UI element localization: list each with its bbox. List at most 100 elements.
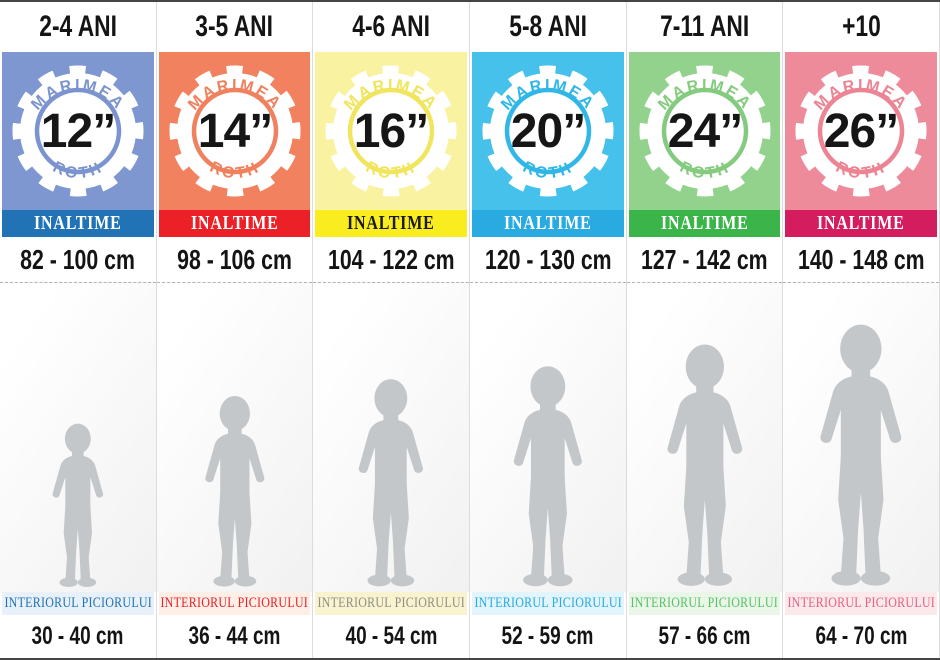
height-range-value: 104 - 122 cm bbox=[327, 243, 455, 275]
child-silhouette bbox=[359, 379, 424, 587]
wheel-size-value: 24” bbox=[667, 105, 741, 158]
age-range-header: 4-6 ANI bbox=[313, 2, 469, 52]
wheel-size-gear-icon: MARIMEA 20” ROTII bbox=[482, 65, 614, 197]
size-column-20-inch: 5-8 ANI MARIMEA 20” ROTII INALTIME 120 -… bbox=[470, 2, 627, 658]
wheel-size-block: MARIMEA 12” ROTII bbox=[2, 52, 154, 210]
height-label-bar: INALTIME bbox=[2, 210, 154, 237]
height-range-row: 127 - 142 cm bbox=[627, 237, 783, 282]
height-label-bar: INALTIME bbox=[315, 210, 468, 237]
height-range-value: 127 - 142 cm bbox=[641, 243, 768, 275]
wheel-size-block: MARIMEA 26” ROTII bbox=[785, 52, 938, 210]
height-range-row: 82 - 100 cm bbox=[0, 237, 156, 282]
inseam-range-value: 30 - 40 cm bbox=[31, 622, 124, 650]
height-label: INALTIME bbox=[817, 212, 906, 234]
wheel-size-gear-icon: MARIMEA 14” ROTII bbox=[169, 65, 300, 197]
wheel-size-block: MARIMEA 24” ROTII bbox=[628, 52, 781, 210]
child-silhouette bbox=[667, 344, 742, 586]
inseam-label: INTERIORUL PICIORULUI bbox=[787, 595, 935, 611]
inseam-range-value: 36 - 44 cm bbox=[188, 622, 281, 650]
inseam-label: INTERIORUL PICIORULUI bbox=[317, 595, 465, 611]
inseam-range-row: 57 - 66 cm bbox=[627, 615, 783, 658]
height-label: INALTIME bbox=[660, 212, 749, 234]
height-label-bar: INALTIME bbox=[785, 210, 938, 237]
child-silhouette bbox=[204, 395, 265, 587]
age-range-header: 5-8 ANI bbox=[470, 2, 626, 52]
age-range-header: 2-4 ANI bbox=[0, 2, 156, 52]
wheel-size-gear-icon: MARIMEA 16” ROTII bbox=[325, 65, 457, 197]
inseam-label-bar: INTERIORUL PICIORULUI bbox=[472, 592, 624, 615]
height-label: INALTIME bbox=[504, 212, 592, 234]
gear-bottom-label: ROTII bbox=[363, 159, 419, 183]
child-silhouette-area bbox=[156, 282, 313, 592]
inseam-label-bar: INTERIORUL PICIORULUI bbox=[628, 592, 781, 615]
age-range-label: 7-11 ANI bbox=[659, 10, 750, 43]
wheel-size-block: MARIMEA 14” ROTII bbox=[158, 52, 311, 210]
child-silhouette-area bbox=[470, 282, 626, 592]
age-range-header: +10 bbox=[783, 2, 939, 52]
height-range-row: 120 - 130 cm bbox=[470, 237, 626, 282]
height-range-row: 140 - 148 cm bbox=[783, 237, 939, 282]
inseam-label-bar: INTERIORUL PICIORULUI bbox=[315, 592, 468, 615]
age-range-label: 2-4 ANI bbox=[38, 10, 117, 43]
age-range-label: 3-5 ANI bbox=[195, 10, 274, 43]
size-column-14-inch: 3-5 ANI MARIMEA 14” ROTII INALTIME 98 - … bbox=[156, 2, 314, 658]
height-range-value: 120 - 130 cm bbox=[484, 243, 612, 275]
age-range-label: 4-6 ANI bbox=[352, 10, 431, 43]
gear-bottom-label: ROTII bbox=[520, 159, 576, 183]
inseam-range-row: 52 - 59 cm bbox=[470, 615, 626, 658]
age-range-label: +10 bbox=[841, 10, 881, 43]
wheel-size-value: 16” bbox=[354, 105, 428, 158]
wheel-size-gear-icon: MARIMEA 12” ROTII bbox=[12, 65, 144, 197]
inseam-label: INTERIORUL PICIORULUI bbox=[160, 595, 309, 611]
age-range-header: 7-11 ANI bbox=[627, 2, 783, 52]
height-range-value: 82 - 100 cm bbox=[20, 243, 136, 275]
age-range-label: 5-8 ANI bbox=[508, 10, 587, 43]
height-label: INALTIME bbox=[190, 212, 279, 234]
child-silhouette-area bbox=[313, 282, 470, 592]
inseam-label: INTERIORUL PICIORULUI bbox=[4, 595, 152, 611]
gear-bottom-label: ROTII bbox=[207, 159, 263, 183]
wheel-size-gear-icon: MARIMEA 24” ROTII bbox=[639, 65, 771, 197]
inseam-label-bar: INTERIORUL PICIORULUI bbox=[785, 592, 938, 615]
inseam-range-row: 30 - 40 cm bbox=[0, 615, 156, 658]
inseam-range-value: 57 - 66 cm bbox=[658, 622, 751, 650]
child-silhouette-area bbox=[0, 282, 156, 592]
height-label-bar: INALTIME bbox=[628, 210, 781, 237]
inseam-label: INTERIORUL PICIORULUI bbox=[474, 595, 622, 611]
gear-bottom-label: ROTII bbox=[50, 159, 106, 183]
child-silhouette-area bbox=[783, 282, 940, 592]
height-range-row: 104 - 122 cm bbox=[313, 237, 469, 282]
wheel-size-value: 12” bbox=[41, 105, 115, 158]
height-range-value: 98 - 106 cm bbox=[177, 243, 292, 275]
inseam-range-row: 40 - 54 cm bbox=[313, 615, 469, 658]
size-column-16-inch: 4-6 ANI MARIMEA 16” ROTII INALTIME 104 -… bbox=[313, 2, 471, 658]
child-silhouette bbox=[513, 366, 582, 587]
child-silhouette bbox=[52, 423, 104, 587]
height-label: INALTIME bbox=[34, 212, 122, 234]
child-silhouette-area bbox=[626, 282, 783, 592]
size-column-26-inch: +10 MARIMEA 26” ROTII INALTIME 140 - 148… bbox=[783, 2, 940, 658]
height-label-bar: INALTIME bbox=[472, 210, 624, 237]
size-column-24-inch: 7-11 ANI MARIMEA 24” ROTII INALTIME 127 … bbox=[626, 2, 784, 658]
inseam-label-bar: INTERIORUL PICIORULUI bbox=[158, 592, 311, 615]
wheel-size-block: MARIMEA 20” ROTII bbox=[472, 52, 624, 210]
inseam-label: INTERIORUL PICIORULUI bbox=[630, 595, 779, 611]
wheel-size-block: MARIMEA 16” ROTII bbox=[315, 52, 468, 210]
height-range-row: 98 - 106 cm bbox=[157, 237, 313, 282]
wheel-size-value: 20” bbox=[511, 105, 585, 158]
inseam-label-bar: INTERIORUL PICIORULUI bbox=[2, 592, 154, 615]
wheel-size-value: 14” bbox=[197, 105, 271, 158]
height-label-bar: INALTIME bbox=[158, 210, 311, 237]
height-range-value: 140 - 148 cm bbox=[797, 243, 925, 275]
child-silhouette bbox=[820, 324, 902, 586]
inseam-range-row: 36 - 44 cm bbox=[157, 615, 313, 658]
height-label: INALTIME bbox=[347, 212, 435, 234]
size-column-12-inch: 2-4 ANI MARIMEA 12” ROTII INALTIME 82 - … bbox=[0, 2, 157, 658]
inseam-range-row: 64 - 70 cm bbox=[783, 615, 939, 658]
wheel-size-value: 26” bbox=[824, 105, 898, 158]
wheel-size-gear-icon: MARIMEA 26” ROTII bbox=[795, 65, 927, 197]
gear-bottom-label: ROTII bbox=[677, 159, 733, 183]
age-range-header: 3-5 ANI bbox=[157, 2, 313, 52]
gear-bottom-label: ROTII bbox=[833, 159, 889, 183]
